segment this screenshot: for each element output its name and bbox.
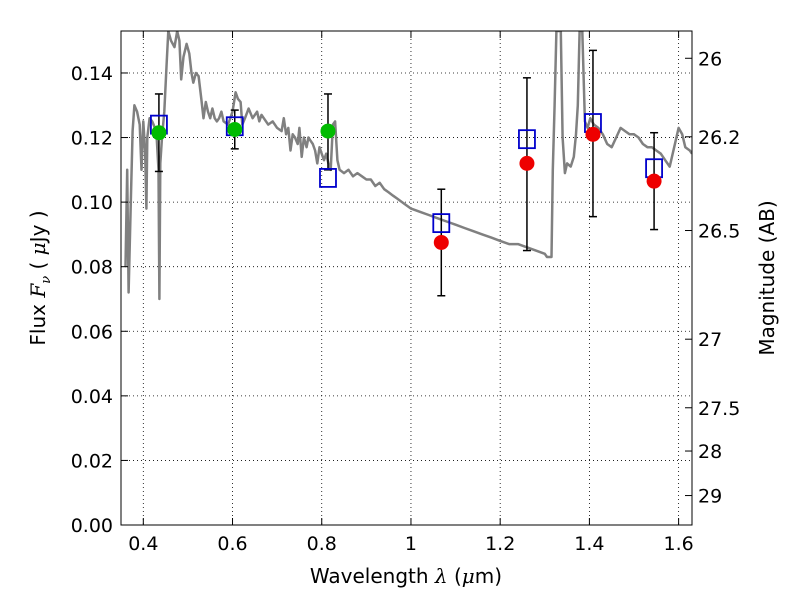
- y2-axis-title: Magnitude (AB): [755, 200, 779, 355]
- x-axis-title: Wavelength λ (μm): [310, 564, 502, 588]
- y-axis-title: Flux Fν ( μJy ): [26, 210, 54, 345]
- y-tick-label: 0.00: [71, 515, 113, 537]
- x-tick-label: 1.4: [574, 533, 604, 555]
- x-tick-label: 0.8: [307, 533, 337, 555]
- y-tick-label: 0.10: [71, 192, 113, 214]
- y2-tick-label: 27: [698, 329, 722, 351]
- y-tick-label: 0.04: [71, 386, 113, 408]
- axis-ticks: 0.4 0.6 0.8 1 1.2 1.4 1.6 0.00 0.02 0.04 0.06 0.08 0…: [71, 31, 740, 555]
- y2-tick-label: 26.5: [698, 221, 740, 243]
- error-bars: [154, 49, 659, 297]
- plot-frame: [120, 30, 693, 526]
- model-photometry-square: [518, 129, 536, 150]
- optical-data-point: [227, 121, 243, 137]
- nir-data-point: [519, 155, 535, 171]
- y-tick-label: 0.14: [71, 63, 113, 85]
- x-tick-label: 0.6: [217, 533, 247, 555]
- y-tick-label: 0.06: [71, 321, 113, 343]
- x-tick-label: 1: [405, 533, 417, 555]
- x-tick-label: 1.6: [664, 533, 694, 555]
- nir-data-point: [585, 126, 601, 142]
- model-spectrum: [124, 31, 692, 301]
- y-tick-label: 0.12: [71, 128, 113, 150]
- y2-tick-label: 28: [698, 441, 722, 463]
- x-tick-label: 1.2: [485, 533, 515, 555]
- y2-tick-label: 27.5: [698, 398, 740, 420]
- spectrum-line: [124, 31, 692, 301]
- y2-tick-label: 26.2: [698, 127, 740, 149]
- y-tick-label: 0.08: [71, 257, 113, 279]
- optical-data-point: [151, 125, 167, 141]
- model-photometry-square: [319, 168, 337, 188]
- model-photometry-square: [432, 213, 451, 234]
- nir-data-point: [433, 234, 449, 250]
- optical-data-point: [320, 123, 336, 139]
- y-tick-label: 0.02: [71, 450, 113, 472]
- x-tick-label: 0.4: [128, 533, 158, 555]
- y2-tick-label: 29: [698, 486, 722, 508]
- y2-tick-label: 26: [698, 48, 722, 70]
- photometry-markers: [150, 113, 663, 250]
- nir-data-point: [646, 173, 662, 189]
